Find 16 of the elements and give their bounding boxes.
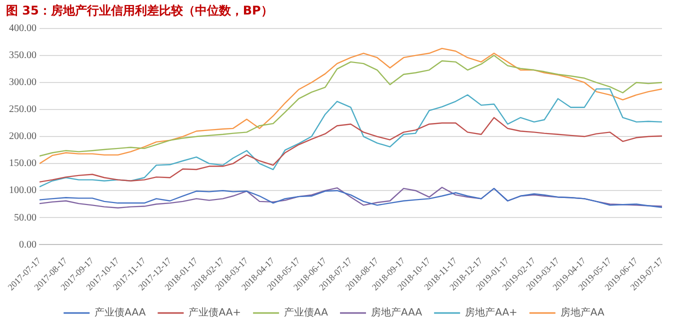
legend-label: 产业债AAA bbox=[94, 306, 146, 319]
y-tick-label: 50.00 bbox=[14, 212, 36, 224]
y-tick-label: 400.00 bbox=[9, 23, 36, 34]
y-tick-label: 250.00 bbox=[9, 104, 36, 116]
legend-label: 产业债AA bbox=[284, 306, 328, 319]
y-tick-label: 0.00 bbox=[19, 239, 36, 250]
y-tick-label: 100.00 bbox=[9, 185, 36, 196]
legend-label: 房地产AA+ bbox=[465, 306, 518, 319]
y-tick-label: 350.00 bbox=[9, 50, 36, 62]
chart-title: 图 35：房地产行业信用利差比较（中位数，BP） bbox=[6, 3, 273, 18]
legend-label: 房地产AA bbox=[560, 306, 605, 319]
y-tick-label: 150.00 bbox=[9, 158, 36, 170]
y-tick-label: 200.00 bbox=[9, 131, 36, 142]
legend-label: 产业债AA+ bbox=[188, 306, 242, 319]
legend-label: 房地产AAA bbox=[371, 306, 422, 319]
y-tick-label: 300.00 bbox=[9, 77, 36, 88]
